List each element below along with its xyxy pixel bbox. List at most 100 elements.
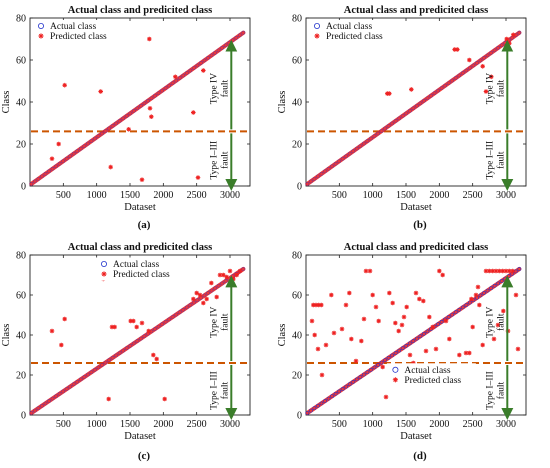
chart-panel-3: Actual class and predicited class 500 1000… [277,242,527,462]
actual-class-point [446,315,451,319]
predicted-class-point [504,36,509,42]
annotation-line: Type I–III [209,371,219,410]
legend-box [386,363,476,387]
actual-class-point [47,169,51,174]
y-tick-label: 80 [292,251,302,262]
actual-class-point [40,403,44,408]
predicted-class-point [147,106,153,111]
predicted-class-point [383,394,389,400]
predicted-class-point [319,302,324,308]
actual-class-point [184,305,189,310]
predicted-class-point [396,328,401,334]
predicted-class-point [407,352,413,358]
actual-class-point [337,389,342,394]
actual-class-point [383,126,387,131]
y-tick-label: 60 [16,56,26,67]
predicted-class-point [413,290,419,296]
actual-class-point [121,116,126,121]
actual-class-point [177,76,182,80]
actual-class-point [191,66,196,70]
predicted-class-point [421,298,426,304]
actual-class-point [156,324,161,329]
actual-class-point [400,113,405,118]
actual-class-point [460,71,465,75]
actual-class-point [96,134,101,138]
x-axis-label: Dataset [400,431,432,442]
predicted-class-point [495,322,501,328]
actual-class-point [149,96,154,101]
legend-actual-label: Actual class [404,366,450,376]
legend-predicted-label: Predicted class [50,32,107,42]
actual-class-point [209,53,214,58]
actual-class-point [29,411,34,415]
actual-class-point [326,396,331,401]
predicted-class-point [404,304,409,310]
actual-class-point [482,291,486,295]
y-axis-label: Class [277,324,288,347]
actual-class-point [85,141,90,146]
actual-class-point [312,406,317,411]
y-tick-label: 40 [292,331,302,342]
actual-class-point [485,288,490,293]
x-tick-label: 2500 [463,419,483,430]
actual-class-point [418,334,423,339]
predicted-class-point [500,268,505,274]
actual-class-point [450,78,455,83]
predicted-class-point [387,290,392,296]
predicted-class-point [56,141,61,147]
actual-class-point [326,166,331,171]
actual-class-point [467,300,472,305]
actual-class-point [142,334,147,339]
actual-class-point [128,343,133,348]
actual-class-point [439,86,444,91]
actual-class-point [110,355,115,360]
actual-class-point [181,307,186,312]
predicted-class-point [467,350,472,356]
actual-class-point [439,319,444,324]
actual-class-point [489,50,493,55]
actual-class-point [174,78,179,83]
actual-class-point [457,73,462,78]
annotation-line: Type IV [209,73,219,104]
predicted-class-point [134,324,139,330]
actual-class-point [121,348,126,353]
actual-class-point [82,144,87,149]
actual-class-point [61,159,66,164]
annotation-line: fault [219,151,230,169]
predicted-class-point [347,290,352,296]
actual-class-point [237,33,242,38]
actual-class-point [241,267,246,271]
predicted-class-point [475,284,481,290]
actual-class-point [213,50,217,55]
legend-actual-label: Actual class [326,22,372,32]
actual-class-point [404,343,409,348]
actual-class-point [68,384,73,389]
actual-class-point [216,283,221,288]
actual-class-point [404,111,409,116]
predicted-class-point [131,318,136,324]
predicted-class-point [470,324,475,330]
actual-class-point [107,358,111,363]
actual-class-point [393,119,398,123]
actual-class-point [383,358,387,363]
actual-class-point [170,81,175,86]
actual-class-point [64,387,69,391]
actual-class-point [220,45,225,50]
actual-class-point [71,382,76,387]
chart-title: Actual class and predicited class [344,242,488,253]
actual-class-point [376,131,380,136]
predicted-class-point [59,342,64,348]
actual-class-point [517,30,522,35]
actual-class-point [478,58,483,63]
x-axis-label: Dataset [124,202,156,213]
actual-class-point [163,319,168,324]
actual-class-point [376,363,380,367]
predicted-class-point [126,127,131,132]
predicted-class-point [201,300,206,306]
y-tick-label: 60 [292,56,302,67]
legend-predicted-label: Predicted class [113,270,170,280]
y-tick-label: 0 [21,411,26,422]
actual-class-point [407,341,412,346]
